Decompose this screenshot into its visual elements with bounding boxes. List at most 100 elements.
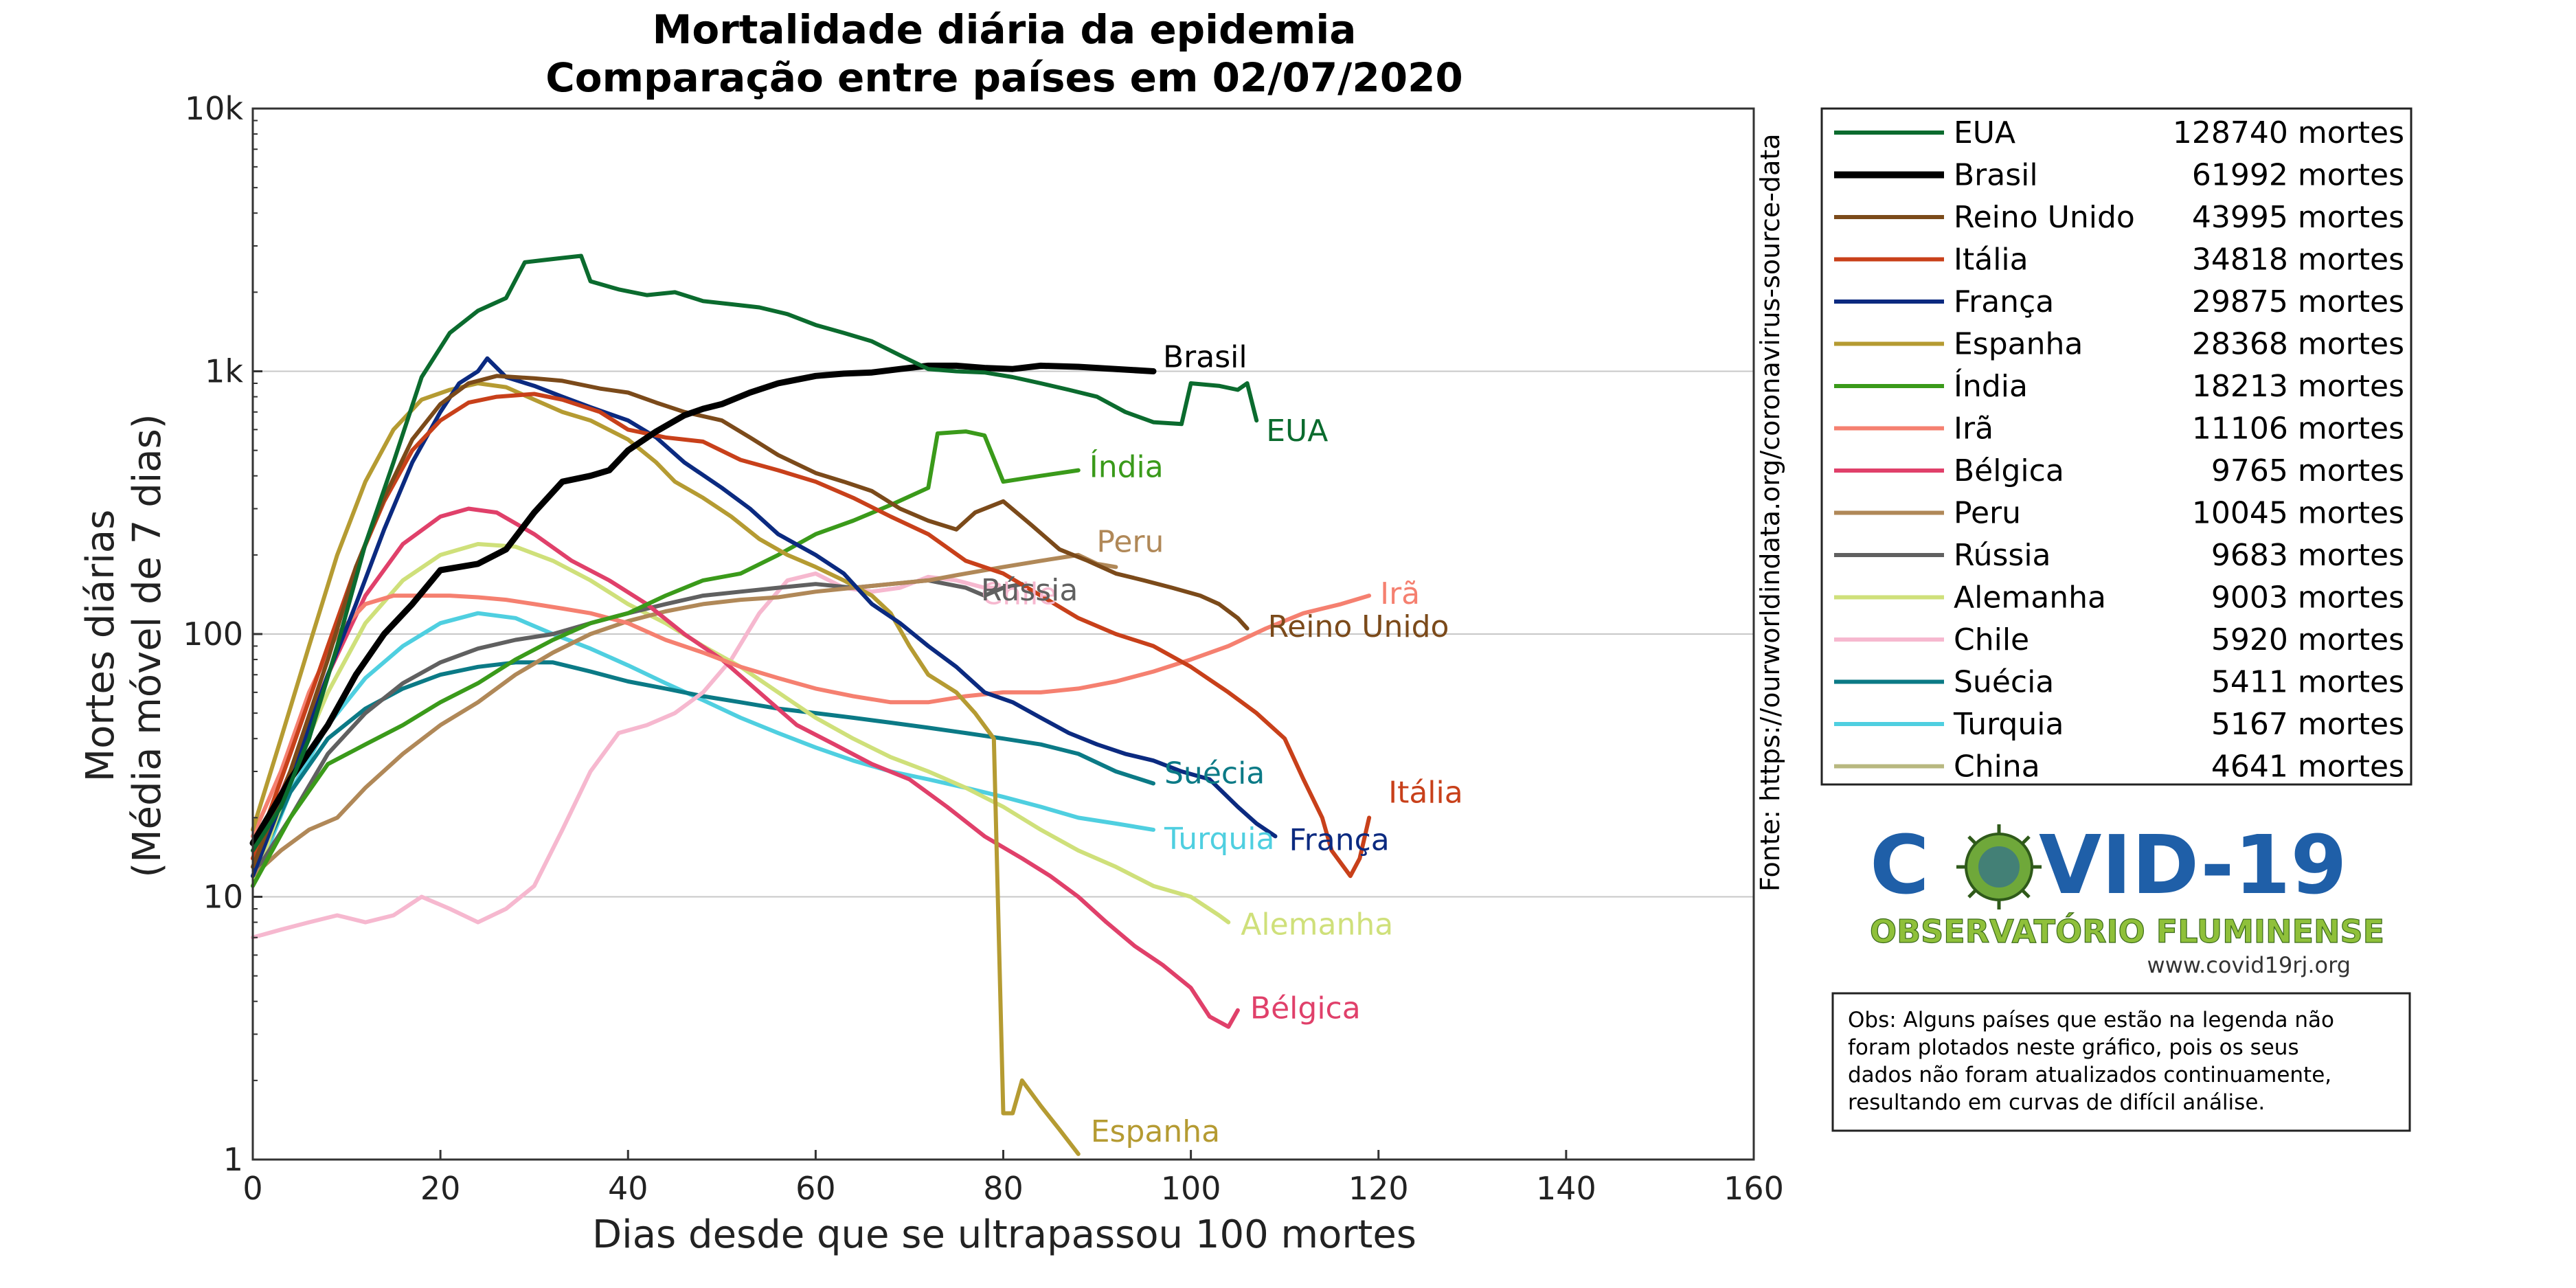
x-tick-label: 20 xyxy=(420,1170,461,1207)
logo-letter-c: C xyxy=(1870,817,1930,912)
x-tick-label: 120 xyxy=(1348,1170,1409,1207)
y-tick-label: 100 xyxy=(183,615,243,653)
legend-name: Chile xyxy=(1954,622,2029,657)
x-tick-label: 0 xyxy=(242,1170,262,1207)
y-tick-label: 10k xyxy=(185,90,244,127)
legend: EUA 128740 mortes Brasil 61992 mortes Reino… xyxy=(1820,107,2413,786)
legend-name: Peru xyxy=(1954,496,2021,531)
y-axis-label: Mortes diárias (Média móvel de 7 dias) xyxy=(78,414,170,877)
series-line-brasil xyxy=(249,362,1157,846)
legend-name: França xyxy=(1954,284,2054,319)
logo-url: www.covid19rj.org xyxy=(2147,952,2351,978)
legend-deaths: 43995 mortes xyxy=(2192,200,2404,235)
x-tick-label: 60 xyxy=(795,1170,836,1207)
note-line-4: resultando em curvas de difícil análise. xyxy=(1848,1090,2265,1115)
note-line-2: foram plotados neste gráfico, pois os se… xyxy=(1848,1035,2299,1060)
legend-name: Itália xyxy=(1954,242,2029,278)
legend-name: EUA xyxy=(1954,115,2015,150)
series-line-alemanha xyxy=(251,542,1231,925)
series-line-turquia xyxy=(251,611,1155,888)
series-label-peru: Peru xyxy=(1096,524,1164,559)
chart-subtitle: Comparação entre países em 02/07/2020 xyxy=(545,54,1463,101)
series-line-reino-unido xyxy=(251,374,1250,869)
legend-deaths: 61992 mortes xyxy=(2192,158,2404,193)
observation-note: Obs: Alguns países que estão na legenda … xyxy=(1831,992,2411,1132)
series-label-ira: Irã xyxy=(1380,576,1420,611)
legend-name: Brasil xyxy=(1954,158,2038,193)
legend-name: Bélgica xyxy=(1954,453,2064,488)
covid19-logo: C VID-19 OBSERVATÓRIO FLUMINENSE www.cov… xyxy=(1869,817,2384,978)
legend-item-reino-unido: Reino Unido 43995 mortes xyxy=(1834,200,2404,235)
series-label-chile: Chile xyxy=(982,577,1057,612)
source-note-text: Fonte: https://ourworldindata.org/corona… xyxy=(1755,133,1785,892)
plot-area: Turquia Suécia Chile Alemanha Rússia Peru Bélg… xyxy=(183,90,1784,1207)
legend-item-eua: EUA 128740 mortes xyxy=(1834,115,2404,150)
legend-name: Alemanha xyxy=(1954,580,2106,615)
series-lines xyxy=(249,253,1372,1156)
legend-item-franca: França 29875 mortes xyxy=(1834,284,2404,319)
legend-item-russia: Rússia 9683 mortes xyxy=(1834,538,2404,573)
legend-deaths: 5411 mortes xyxy=(2211,665,2404,700)
legend-deaths: 4641 mortes xyxy=(2211,749,2404,784)
series-line-franca xyxy=(251,356,1278,879)
series-line-italia xyxy=(251,392,1372,879)
y-axis-ticks: 1 10 100 1k 10k xyxy=(183,90,262,1178)
x-tick-label: 140 xyxy=(1536,1170,1596,1207)
legend-item-suecia: Suécia 5411 mortes xyxy=(1834,665,2404,700)
legend-item-brasil: Brasil 61992 mortes xyxy=(1834,158,2404,193)
series-line-belgica xyxy=(251,506,1240,1029)
legend-name: Irã xyxy=(1954,411,1993,447)
y-tick-label: 1 xyxy=(223,1141,243,1178)
legend-deaths: 28368 mortes xyxy=(2192,327,2404,362)
series-label-india: Índia xyxy=(1089,449,1164,485)
series-line-india xyxy=(251,429,1081,888)
legend-item-italia: Itália 34818 mortes xyxy=(1834,242,2404,278)
x-tick-label: 40 xyxy=(608,1170,648,1207)
legend-item-alemanha: Alemanha 9003 mortes xyxy=(1834,580,2404,615)
series-label-suecia: Suécia xyxy=(1164,756,1265,791)
logo-main-text: VID-19 xyxy=(2039,817,2347,912)
virus-icon xyxy=(1956,824,2042,909)
series-label-brasil: Brasil xyxy=(1163,340,1247,375)
series-line-chile xyxy=(251,571,1006,940)
note-line-3: dados não foram atualizados continuament… xyxy=(1848,1063,2331,1087)
x-tick-label: 160 xyxy=(1724,1170,1784,1207)
logo-subtitle: OBSERVATÓRIO FLUMINENSE xyxy=(1870,913,2384,950)
series-labels: Turquia Suécia Chile Alemanha Rússia Peru Bélg… xyxy=(981,340,1463,1149)
legend-deaths: 18213 mortes xyxy=(2192,369,2404,404)
legend-name: Turquia xyxy=(1953,707,2064,742)
legend-deaths: 29875 mortes xyxy=(2192,284,2404,319)
legend-deaths: 9765 mortes xyxy=(2211,453,2404,488)
source-note: Fonte: https://ourworldindata.org/corona… xyxy=(1755,133,1785,892)
series-label-italia: Itália xyxy=(1388,775,1463,810)
legend-item-india: Índia 18213 mortes xyxy=(1834,368,2404,404)
y-axis-label-line2: (Média móvel de 7 dias) xyxy=(125,414,170,877)
x-tick-label: 100 xyxy=(1161,1170,1221,1207)
series-label-alemanha: Alemanha xyxy=(1241,907,1393,942)
legend-item-chile: Chile 5920 mortes xyxy=(1834,622,2404,657)
legend-name: Reino Unido xyxy=(1954,200,2135,235)
legend-deaths: 9683 mortes xyxy=(2211,538,2404,573)
note-box xyxy=(1831,992,2411,1132)
legend-box xyxy=(1820,107,2413,786)
legend-deaths: 10045 mortes xyxy=(2192,496,2404,531)
legend-deaths: 5920 mortes xyxy=(2211,622,2404,657)
legend-item-china: China 4641 mortes xyxy=(1834,749,2404,784)
x-axis-label: Dias desde que se ultrapassou 100 mortes xyxy=(592,1212,1416,1257)
legend-items: EUA 128740 mortes Brasil 61992 mortes Reino… xyxy=(1834,115,2404,784)
legend-item-ira: Irã 11106 mortes xyxy=(1834,411,2404,447)
y-axis-label-line1: Mortes diárias xyxy=(78,510,123,782)
series-label-belgica: Bélgica xyxy=(1250,991,1361,1026)
series-label-espanha: Espanha xyxy=(1091,1114,1220,1149)
x-axis-ticks: 0 20 40 60 80 100 120 140 160 xyxy=(242,1150,1784,1207)
chart-title: Mortalidade diária da epidemia xyxy=(653,6,1357,53)
legend-deaths: 34818 mortes xyxy=(2192,242,2404,278)
legend-name: Suécia xyxy=(1954,665,2054,700)
series-label-turquia: Turquia xyxy=(1164,822,1274,857)
legend-item-turquia: Turquia 5167 mortes xyxy=(1834,707,2404,742)
legend-deaths: 9003 mortes xyxy=(2211,580,2404,615)
legend-item-peru: Peru 10045 mortes xyxy=(1834,496,2404,531)
legend-deaths: 128740 mortes xyxy=(2173,115,2404,150)
legend-item-belgica: Bélgica 9765 mortes xyxy=(1834,453,2404,488)
